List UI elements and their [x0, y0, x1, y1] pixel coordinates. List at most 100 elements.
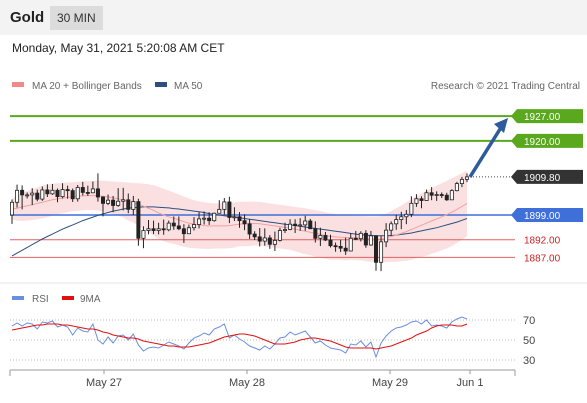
candle — [414, 194, 419, 207]
candle — [303, 215, 308, 231]
candle — [379, 235, 384, 272]
candle — [40, 186, 45, 201]
rsi-pane: 70 50 30 — [10, 315, 535, 367]
candle — [146, 219, 151, 235]
candle — [363, 230, 368, 248]
level-label-bg — [511, 208, 583, 222]
candle — [126, 193, 131, 214]
candle — [373, 235, 378, 271]
candle — [9, 199, 14, 224]
candle — [25, 192, 30, 199]
candle — [313, 221, 318, 243]
ma9-legend-label: 9MA — [80, 294, 101, 305]
candle — [171, 216, 176, 230]
candle — [318, 227, 323, 247]
candle — [298, 218, 303, 231]
candle — [15, 184, 20, 208]
candle — [60, 183, 65, 199]
candle — [80, 181, 85, 196]
candle — [394, 214, 399, 230]
candle — [116, 188, 121, 207]
ma-bands-legend-label: MA 20 + Bollinger Bands — [32, 81, 142, 92]
level-label: 1892.00 — [524, 236, 561, 247]
level-label: 1920.00 — [524, 137, 561, 148]
projection-arrow-layer — [468, 117, 508, 178]
candle — [181, 224, 186, 243]
candle — [308, 218, 313, 230]
candle — [252, 231, 257, 241]
candle — [282, 222, 287, 233]
candle — [409, 196, 414, 218]
level-label: 1887.00 — [524, 253, 561, 264]
candles-layer — [9, 173, 469, 272]
candle — [272, 231, 277, 251]
candle — [176, 216, 181, 231]
time-tick-label: May 29 — [372, 377, 408, 389]
level-label: 1927.00 — [524, 112, 561, 123]
level-label-bg — [511, 109, 583, 124]
candle — [121, 187, 126, 211]
candle — [101, 196, 106, 217]
candle — [449, 189, 454, 201]
candle — [141, 226, 146, 249]
candle — [136, 198, 141, 246]
candle — [217, 200, 222, 214]
timestamp: Monday, May 31, 2021 5:20:08 AM CET — [12, 41, 225, 55]
candle — [424, 189, 429, 201]
candle — [399, 211, 404, 230]
candle — [55, 188, 60, 203]
candle — [65, 185, 70, 199]
candle — [368, 230, 373, 246]
candle — [95, 173, 100, 202]
level-label: 1899.00 — [524, 211, 561, 222]
rsi-legend-label: RSI — [32, 294, 49, 305]
candle — [151, 220, 156, 235]
candle — [358, 231, 363, 242]
credit-text: Research © 2021 Trading Central — [431, 81, 580, 92]
level-label-bg — [511, 169, 583, 184]
time-tick-label: Jun 1 — [457, 377, 484, 389]
price-labels-layer: 1927.00 1920.00 1909.80 1899.00 1892.00 1887.… — [511, 109, 583, 264]
ma50-legend-label: MA 50 — [174, 81, 203, 92]
time-tick-label: May 28 — [229, 377, 265, 389]
candle — [293, 219, 298, 233]
candle — [419, 196, 424, 209]
candle — [131, 195, 136, 215]
candle — [202, 211, 207, 225]
candle — [262, 228, 267, 246]
candle — [338, 239, 343, 253]
time-tick-label: May 27 — [86, 377, 122, 389]
candle — [106, 194, 111, 206]
candle — [50, 183, 55, 195]
candle — [343, 237, 348, 255]
candle — [197, 212, 202, 229]
candle — [434, 191, 439, 201]
ma-bands-legend-swatch — [12, 82, 24, 87]
candle — [439, 192, 444, 199]
rsi-line — [11, 316, 468, 359]
timeframe-button[interactable]: 30 MIN — [50, 6, 103, 30]
ma9-legend-swatch — [62, 296, 74, 300]
candle — [444, 192, 449, 201]
candle — [384, 223, 389, 248]
candle — [333, 242, 338, 252]
level-label: 1909.80 — [524, 173, 561, 184]
candle — [227, 196, 232, 224]
candle — [70, 188, 75, 202]
candle — [404, 210, 409, 225]
rsi-tick-label: 30 — [523, 355, 535, 367]
candle — [75, 185, 80, 202]
candle — [222, 198, 227, 215]
candle — [288, 219, 293, 231]
candle — [247, 219, 252, 239]
candle — [111, 195, 116, 213]
candle — [35, 189, 40, 202]
candle — [161, 219, 166, 235]
candle — [85, 185, 90, 196]
candle — [389, 221, 394, 236]
candle — [191, 217, 196, 231]
candle — [277, 227, 282, 242]
candle — [212, 212, 217, 222]
price-levels-layer — [10, 115, 515, 258]
candle — [454, 181, 459, 192]
